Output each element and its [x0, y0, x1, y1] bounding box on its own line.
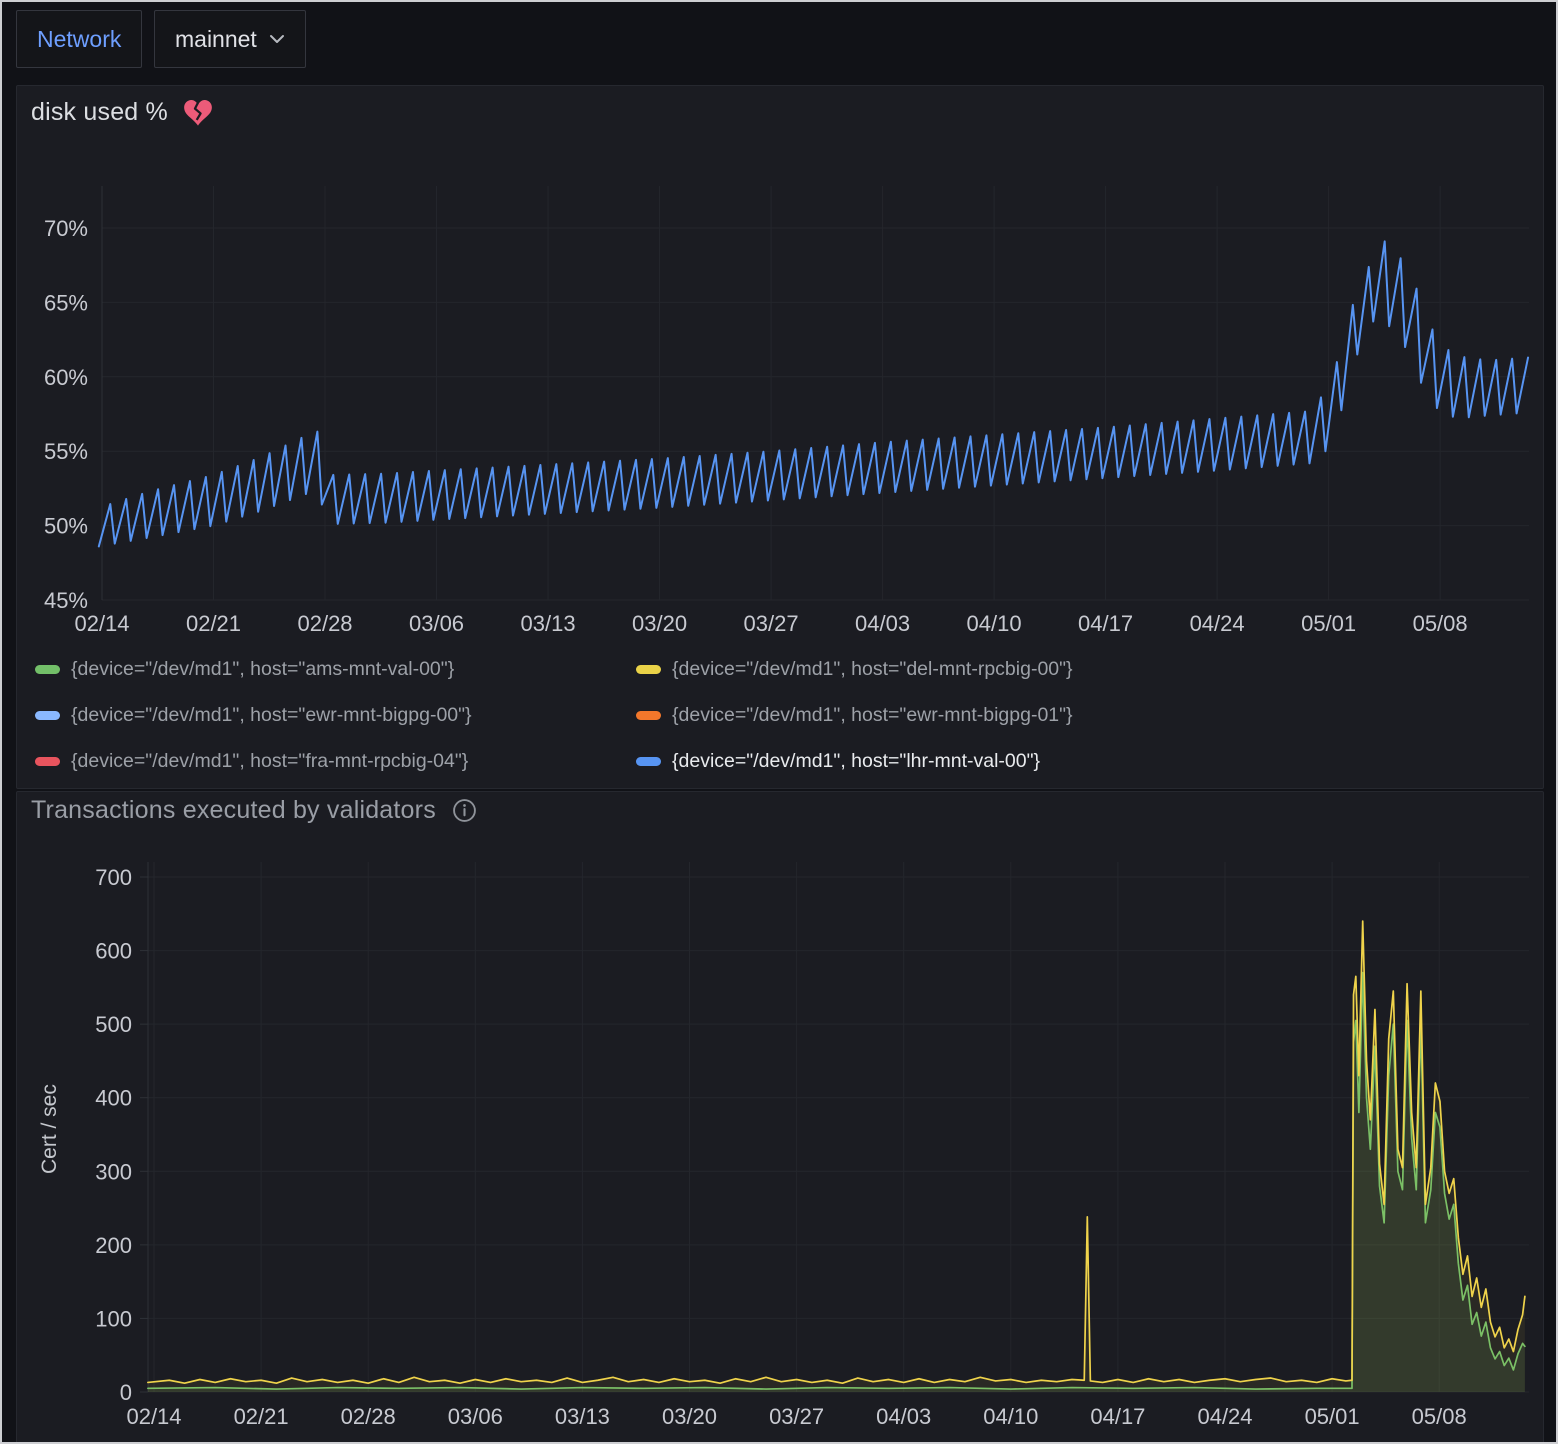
- svg-text:200: 200: [95, 1233, 132, 1258]
- svg-text:700: 700: [95, 865, 132, 890]
- svg-text:04/03: 04/03: [855, 611, 910, 636]
- svg-text:04/24: 04/24: [1197, 1404, 1252, 1429]
- svg-text:03/06: 03/06: [409, 611, 464, 636]
- legend-label: {device="/dev/md1", host="del-mnt-rpcbig…: [672, 658, 1073, 681]
- svg-text:03/20: 03/20: [662, 1404, 717, 1429]
- legend-label: {device="/dev/md1", host="fra-mnt-rpcbig…: [71, 750, 468, 773]
- legend-item-5[interactable]: {device="/dev/md1", host="lhr-mnt-val-00…: [636, 750, 1073, 773]
- legend-swatch: [35, 665, 60, 674]
- svg-text:04/10: 04/10: [983, 1404, 1038, 1429]
- svg-text:500: 500: [95, 1012, 132, 1037]
- svg-text:0: 0: [120, 1380, 132, 1405]
- svg-text:04/17: 04/17: [1090, 1404, 1145, 1429]
- svg-text:03/13: 03/13: [555, 1404, 610, 1429]
- svg-text:04/17: 04/17: [1078, 611, 1133, 636]
- legend-item-1[interactable]: {device="/dev/md1", host="del-mnt-rpcbig…: [636, 658, 1073, 681]
- disk-used-legend: {device="/dev/md1", host="ams-mnt-val-00…: [35, 646, 1073, 784]
- svg-text:03/20: 03/20: [632, 611, 687, 636]
- svg-text:03/06: 03/06: [448, 1404, 503, 1429]
- variable-label-text: Network: [37, 26, 121, 53]
- legend-label: {device="/dev/md1", host="ewr-mnt-bigpg-…: [672, 704, 1073, 727]
- broken-heart-icon: [184, 100, 212, 126]
- disk-used-series-line: [99, 241, 1528, 546]
- panel-disk-used: disk used % 45% 50% 55% 60% 65% 70% 02/14 02/21…: [16, 85, 1544, 789]
- legend-item-3[interactable]: {device="/dev/md1", host="ewr-mnt-bigpg-…: [636, 704, 1073, 727]
- legend-swatch: [636, 711, 661, 720]
- svg-text:05/01: 05/01: [1301, 611, 1356, 636]
- svg-text:05/01: 05/01: [1305, 1404, 1360, 1429]
- network-variable-label: Network: [16, 10, 142, 68]
- svg-text:70%: 70%: [44, 216, 88, 241]
- legend-swatch: [636, 757, 661, 766]
- legend-label: {device="/dev/md1", host="lhr-mnt-val-00…: [672, 750, 1040, 773]
- svg-text:04/24: 04/24: [1190, 611, 1245, 636]
- svg-text:02/28: 02/28: [297, 611, 352, 636]
- svg-text:02/28: 02/28: [341, 1404, 396, 1429]
- series-green-fill: [148, 973, 1525, 1392]
- legend-swatch: [35, 711, 60, 720]
- transactions-chart[interactable]: 0 100 200 300 400 500 600 700 02/14 02/21 02/28 03/…: [17, 792, 1543, 1442]
- svg-text:03/27: 03/27: [769, 1404, 824, 1429]
- svg-text:02/21: 02/21: [234, 1404, 289, 1429]
- disk-used-chart[interactable]: 45% 50% 55% 60% 65% 70% 02/14 02/21 02/28 03/06 03…: [17, 86, 1543, 642]
- svg-text:05/08: 05/08: [1412, 1404, 1467, 1429]
- legend-label: {device="/dev/md1", host="ams-mnt-val-00…: [71, 658, 454, 681]
- network-variable-dropdown[interactable]: mainnet: [154, 10, 306, 68]
- svg-text:600: 600: [95, 939, 132, 964]
- info-icon[interactable]: [452, 798, 477, 823]
- series-green-line: [148, 973, 1525, 1389]
- svg-text:45%: 45%: [44, 588, 88, 613]
- grafana-dashboard: Network mainnet disk used % 45% 50% 55% 60%…: [0, 0, 1558, 1444]
- svg-text:300: 300: [95, 1159, 132, 1184]
- chevron-down-icon: [269, 34, 285, 44]
- series-yellow-fill: [148, 921, 1525, 1392]
- panel-transactions: Transactions executed by validators Cert…: [16, 791, 1544, 1444]
- series-yellow-line: [148, 921, 1525, 1383]
- legend-item-2[interactable]: {device="/dev/md1", host="ewr-mnt-bigpg-…: [35, 704, 636, 727]
- svg-text:02/21: 02/21: [186, 611, 241, 636]
- svg-text:02/14: 02/14: [74, 611, 129, 636]
- panel-title-transactions[interactable]: Transactions executed by validators: [31, 796, 436, 825]
- svg-text:04/03: 04/03: [876, 1404, 931, 1429]
- svg-text:03/13: 03/13: [521, 611, 576, 636]
- legend-label: {device="/dev/md1", host="ewr-mnt-bigpg-…: [71, 704, 472, 727]
- legend-swatch: [636, 665, 661, 674]
- svg-text:400: 400: [95, 1086, 132, 1111]
- dashboard-toolbar: Network mainnet: [2, 2, 1556, 84]
- svg-text:55%: 55%: [44, 439, 88, 464]
- legend-item-0[interactable]: {device="/dev/md1", host="ams-mnt-val-00…: [35, 658, 636, 681]
- svg-text:60%: 60%: [44, 365, 88, 390]
- legend-swatch: [35, 757, 60, 766]
- svg-text:02/14: 02/14: [126, 1404, 181, 1429]
- svg-text:50%: 50%: [44, 514, 88, 539]
- variable-value-text: mainnet: [175, 26, 257, 53]
- legend-item-4[interactable]: {device="/dev/md1", host="fra-mnt-rpcbig…: [35, 750, 636, 773]
- svg-text:04/10: 04/10: [967, 611, 1022, 636]
- panel-title-disk-used[interactable]: disk used %: [31, 98, 168, 127]
- svg-text:100: 100: [95, 1306, 132, 1331]
- svg-text:65%: 65%: [44, 290, 88, 315]
- svg-text:05/08: 05/08: [1413, 611, 1468, 636]
- svg-text:03/27: 03/27: [744, 611, 799, 636]
